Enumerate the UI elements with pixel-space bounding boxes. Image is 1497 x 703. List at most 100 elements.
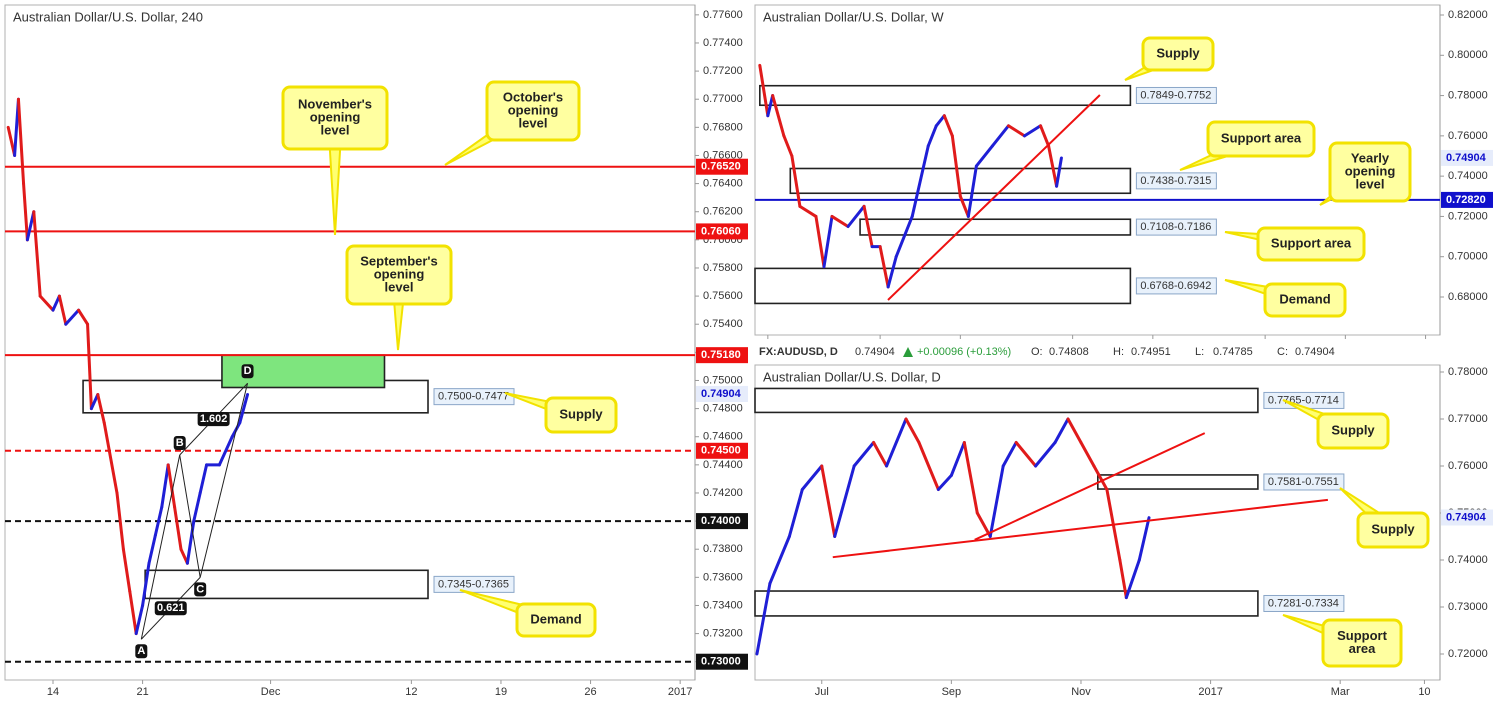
- price-segment: [814, 214, 826, 269]
- x-tick-label: 21: [136, 686, 148, 698]
- price-segment: [768, 535, 791, 586]
- callout-text: area: [1349, 641, 1377, 656]
- price-segment: [1039, 124, 1051, 148]
- y-tick-label: 0.77600: [703, 9, 743, 21]
- price-segment: [1055, 156, 1063, 188]
- y-tick-label: 0.73000: [1448, 601, 1488, 613]
- zone-label: 0.7438-0.7315: [1140, 175, 1211, 187]
- price-segment: [166, 463, 177, 509]
- y-tick-label: 0.70000: [1448, 251, 1488, 263]
- zone-label-box: [1135, 86, 1217, 104]
- ohlc-label: H:: [1113, 346, 1124, 358]
- price-segment: [77, 308, 90, 326]
- callout-text: Supply: [1331, 422, 1375, 437]
- trendline: [887, 94, 1101, 301]
- price-segment: [790, 154, 802, 208]
- y-tick-label: 0.80000: [1448, 49, 1488, 61]
- price-segment: [758, 63, 770, 118]
- y-tick-label: 0.68000: [1448, 291, 1488, 303]
- zone-label: 0.7108-0.7186: [1140, 221, 1211, 233]
- callout-box: [515, 602, 597, 638]
- zone-label-box: [1263, 473, 1345, 491]
- info-price: 0.74904: [855, 346, 895, 358]
- level-label-box: [696, 158, 748, 175]
- last-price-label: 0.74904: [1446, 152, 1487, 164]
- pattern-leg: [140, 454, 181, 640]
- price-segment: [822, 214, 834, 269]
- pattern-leg: [179, 454, 201, 578]
- pattern-point-box: [241, 364, 254, 379]
- last-price-box: [1441, 509, 1493, 526]
- callout-box: [1321, 618, 1403, 668]
- y-tick-label: 0.77400: [703, 37, 743, 49]
- ratio-box: [197, 412, 230, 427]
- price-segment: [192, 491, 202, 523]
- y-tick-label: 0.78000: [1448, 366, 1488, 378]
- zone-label-box: [1263, 594, 1345, 612]
- y-tick-label: 0.77000: [703, 93, 743, 105]
- callout-text: Demand: [1279, 291, 1330, 306]
- zone: [754, 590, 1259, 617]
- y-tick-label: 0.74000: [1448, 554, 1488, 566]
- y-tick-label: 0.76200: [703, 206, 743, 218]
- zone: [754, 267, 1132, 305]
- callout-text: opening: [374, 266, 425, 281]
- pattern-point-label: C: [196, 583, 204, 595]
- price-segment: [926, 124, 938, 148]
- y-tick-label: 0.73600: [703, 571, 743, 583]
- level-label-box: [696, 653, 748, 670]
- last-price-label: 0.74904: [701, 388, 742, 400]
- level-label: 0.74500: [701, 445, 741, 457]
- y-tick-label: 0.75400: [703, 318, 743, 330]
- price-segment: [64, 308, 81, 326]
- level-label: 0.72820: [1446, 194, 1486, 206]
- y-tick-label: 0.72000: [1448, 210, 1488, 222]
- zone-label-box: [1135, 218, 1217, 236]
- price-segment: [988, 464, 1005, 539]
- x-tick-label: 19: [495, 686, 507, 698]
- info-change: +0.00096 (+0.13%): [917, 346, 1011, 358]
- x-tick-label: Jul: [815, 686, 829, 698]
- zone-label: 0.7765-0.7714: [1268, 394, 1339, 406]
- level-label: 0.76060: [701, 225, 741, 237]
- y-tick-label: 0.77000: [1448, 413, 1488, 425]
- price-segment: [771, 94, 786, 138]
- price-segment: [128, 589, 138, 636]
- callout-text: Supply: [559, 406, 603, 421]
- price-segment: [872, 441, 889, 468]
- ratio-box: [154, 601, 187, 616]
- price-segment: [755, 582, 772, 656]
- price-segment: [949, 441, 966, 477]
- level-label-box: [696, 442, 748, 459]
- panel: [754, 4, 1441, 336]
- price-segment: [32, 210, 42, 298]
- callout-box: [1256, 226, 1366, 262]
- zone: [754, 387, 1259, 414]
- ohlc-label: C:: [1277, 346, 1288, 358]
- price-segment: [160, 463, 170, 509]
- info-bar: [755, 340, 1497, 362]
- y-tick-label: 0.78000: [1448, 89, 1488, 101]
- price-segment: [1047, 144, 1059, 188]
- price-segment: [830, 214, 850, 228]
- price-segment: [57, 294, 68, 326]
- callout-text: Demand: [530, 611, 581, 626]
- price-segment: [990, 124, 1010, 148]
- ratio-label: 0.621: [157, 602, 185, 614]
- pattern-point-box: [135, 644, 148, 659]
- ohlc-value: 0.74904: [1295, 346, 1335, 358]
- price-segment: [96, 393, 106, 425]
- callout-box: [1141, 36, 1215, 72]
- y-tick-label: 0.74800: [703, 403, 743, 415]
- callout-text: level: [385, 279, 414, 294]
- callout-text: level: [519, 115, 548, 130]
- callout-text: opening: [1345, 163, 1396, 178]
- price-segment: [1137, 516, 1151, 562]
- zone-label-box: [1135, 172, 1217, 190]
- up-arrow: [903, 347, 913, 357]
- y-tick-label: 0.74600: [703, 431, 743, 443]
- y-tick-label: 0.76400: [703, 178, 743, 190]
- callout-text: Supply: [1156, 45, 1200, 60]
- callout-text: opening: [310, 109, 361, 124]
